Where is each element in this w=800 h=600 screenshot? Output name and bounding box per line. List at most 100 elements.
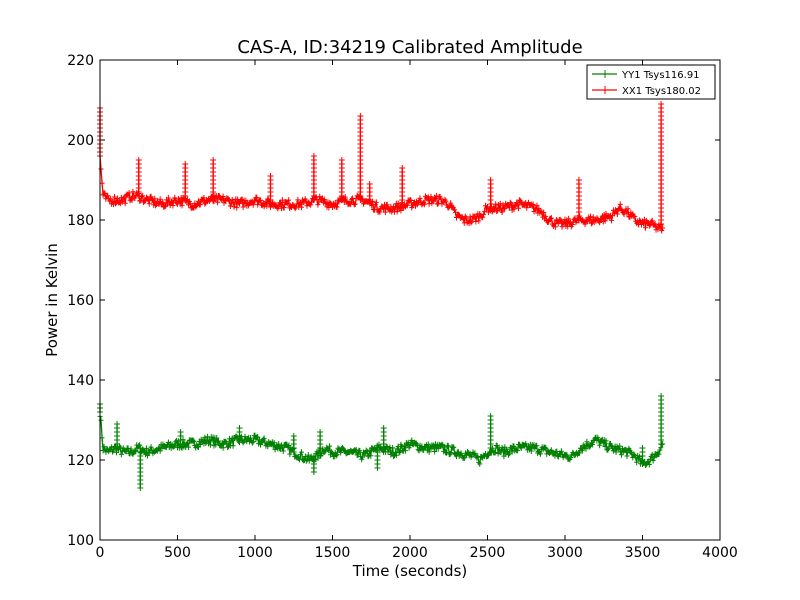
series-marker [119,198,125,205]
series-marker [254,194,260,201]
series-marker [600,440,606,447]
series-marker [624,453,630,459]
spike-marker [658,393,665,399]
series-marker [144,445,149,452]
series-marker [237,200,242,207]
series-marker [209,193,215,200]
series-marker [130,188,136,195]
spike-marker [267,173,274,179]
series-marker [607,213,613,220]
series-marker [408,197,414,204]
series-marker [257,197,263,204]
series-marker [381,205,387,212]
series-marker [564,452,570,459]
series-marker [283,441,289,448]
series-marker [299,449,304,456]
series-marker [250,201,256,208]
series-marker [547,215,553,222]
series-marker [122,200,128,207]
series-marker [569,221,575,228]
series-marker [211,198,217,205]
series-marker [524,204,530,211]
series-marker [390,444,396,451]
series-marker [612,207,618,214]
series-marker [215,438,221,445]
series-marker [403,201,409,208]
series-marker [157,196,163,203]
spike-marker [639,445,646,451]
series-marker [515,447,521,454]
series-marker [113,200,118,207]
series-marker [220,444,226,451]
series-marker [651,222,657,229]
series-marker [281,204,287,211]
series-marker [276,203,282,210]
series-marker [173,438,179,445]
series-marker [448,449,454,456]
series-marker [587,443,593,450]
series-marker [194,202,200,209]
series-marker [174,199,180,206]
series-marker [482,208,488,215]
x-tick-label: 4000 [702,545,738,561]
series-marker [384,201,390,208]
series-marker [656,451,662,458]
series-marker [287,451,293,458]
y-tick-label: 200 [67,133,94,149]
series-marker [149,197,155,204]
series-marker [632,213,638,220]
series-marker [603,437,609,444]
series-marker [480,214,486,221]
legend: YY1 Tsys116.91 XX1 Tsys180.02 [586,64,716,100]
spike-marker [137,485,144,491]
series-marker [373,199,379,206]
series-marker [202,200,208,207]
series-marker [108,195,114,202]
series-marker [530,201,536,208]
series-marker [584,438,590,445]
series-marker [443,449,449,456]
series-marker [462,213,468,220]
series-marker [332,200,338,207]
series-marker [529,202,535,209]
series-marker [577,449,583,456]
series-marker [477,460,483,467]
series-marker [537,450,543,457]
x-tick-label: 2500 [470,545,506,561]
series-marker [517,197,523,204]
series-marker [352,201,358,208]
series-marker [220,193,226,200]
spike-marker [236,425,243,431]
series-marker [146,200,152,207]
series-marker [240,439,246,446]
series-marker [414,442,420,449]
spike-marker [374,465,381,471]
series-marker [207,441,213,448]
series-marker [280,448,286,455]
spike-marker [177,429,184,435]
series-marker [588,220,594,227]
series-marker [334,204,340,211]
series-marker [261,435,267,442]
series-marker [557,216,563,223]
spike-marker [310,153,317,159]
series-marker [141,447,147,454]
series-marker [602,443,608,450]
series-marker [170,202,176,209]
series-marker [646,222,652,229]
legend-label: YY1 Tsys116.91 [621,70,700,81]
series-marker [153,202,159,209]
series-marker [522,201,528,208]
series-marker [500,202,506,209]
series-marker [649,217,655,224]
series-marker [369,202,375,209]
series-marker [172,194,178,201]
series-marker [442,444,448,451]
series-marker [176,198,182,205]
legend-entry-1: XX1 Tsys180.02 [592,86,701,97]
series-marker [528,447,534,454]
series-marker [148,444,154,451]
series-marker [133,448,139,455]
series-marker [353,446,359,453]
series-marker [399,443,405,450]
